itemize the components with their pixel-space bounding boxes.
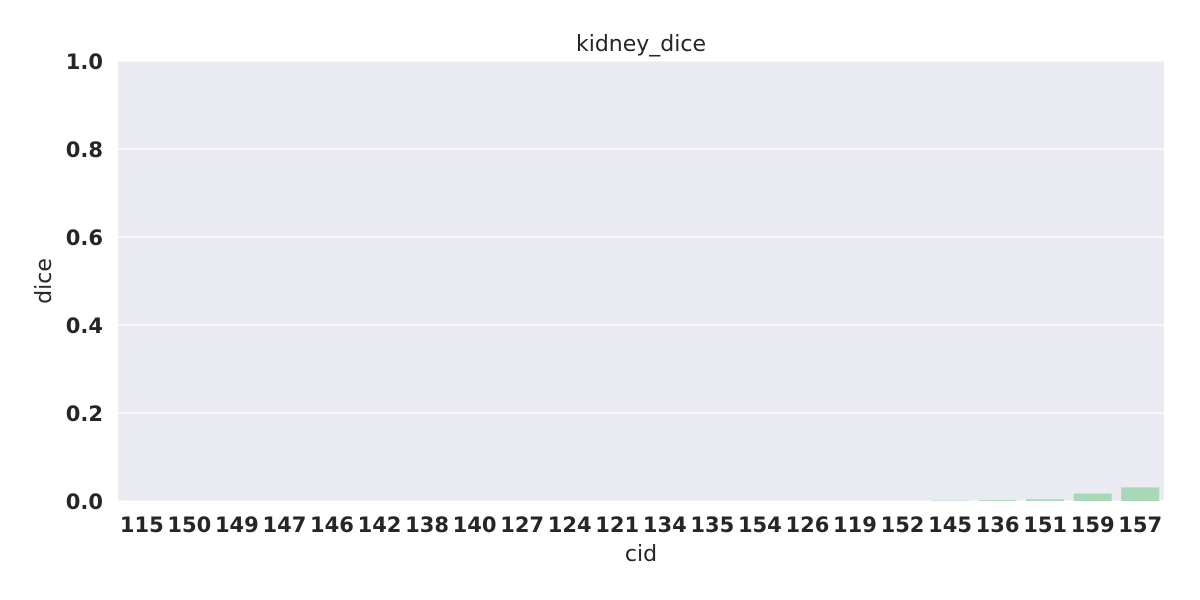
x-tick-label: 119 (833, 513, 877, 537)
x-tick-label: 157 (1118, 513, 1162, 537)
x-tick-label: 142 (358, 513, 402, 537)
x-tick-labels: 115 150 149 147 146 142 138 140 127 124 121 134 135 1… (120, 513, 1162, 537)
plot-area (118, 61, 1164, 501)
bar-157 (1121, 487, 1160, 501)
y-axis-label: dice (32, 258, 57, 304)
bar-136 (978, 500, 1017, 501)
x-tick-label: 115 (120, 513, 164, 537)
x-tick-label: 140 (453, 513, 497, 537)
x-tick-label: 138 (405, 513, 449, 537)
x-tick-label: 136 (976, 513, 1020, 537)
y-tick-labels: 0.0 0.2 0.4 0.6 0.8 1.0 (66, 50, 103, 514)
x-tick-label: 126 (785, 513, 829, 537)
chart-title: kidney_dice (576, 32, 706, 57)
y-tick-label: 0.6 (66, 226, 103, 250)
x-tick-label: 152 (881, 513, 925, 537)
x-tick-label: 150 (167, 513, 211, 537)
y-tick-label: 0.0 (66, 490, 103, 514)
y-tick-label: 1.0 (66, 50, 103, 74)
x-tick-label: 149 (215, 513, 259, 537)
bar-159 (1073, 493, 1112, 501)
x-tick-label: 134 (643, 513, 687, 537)
x-tick-label: 154 (738, 513, 782, 537)
y-tick-label: 0.8 (66, 138, 103, 162)
x-tick-label: 146 (310, 513, 354, 537)
x-tick-label: 159 (1071, 513, 1115, 537)
x-tick-label: 145 (928, 513, 972, 537)
x-tick-label: 151 (1023, 513, 1067, 537)
x-axis-label: cid (625, 542, 657, 567)
x-tick-label: 124 (548, 513, 592, 537)
x-tick-label: 147 (262, 513, 306, 537)
y-tick-label: 0.4 (66, 314, 103, 338)
x-tick-label: 121 (595, 513, 639, 537)
x-tick-label: 127 (500, 513, 544, 537)
y-tick-label: 0.2 (66, 402, 103, 426)
x-tick-label: 135 (690, 513, 734, 537)
bars (931, 487, 1160, 501)
bar-151 (1026, 499, 1065, 501)
